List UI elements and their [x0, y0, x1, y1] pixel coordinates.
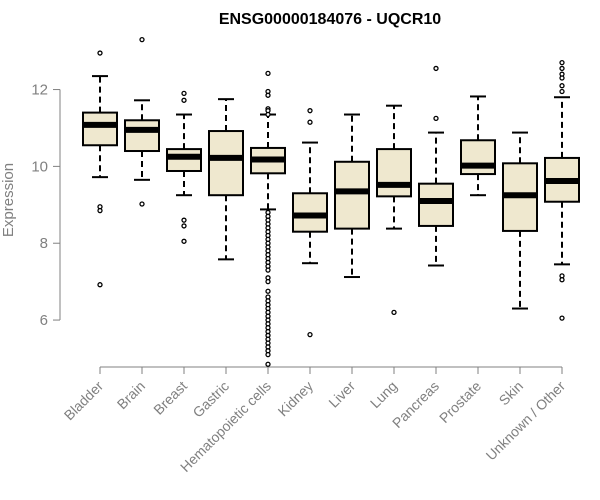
chart-title: ENSG00000184076 - UQCR10 — [219, 11, 441, 28]
iqr-box — [166, 148, 202, 172]
x-tick-label: Liver — [325, 378, 358, 411]
box-series — [82, 36, 580, 367]
x-tick-label: Prostate — [436, 378, 484, 426]
outlier-point — [97, 50, 103, 56]
y-tick-label: 6 — [40, 312, 48, 329]
box-prostate — [460, 95, 496, 197]
box-breast — [166, 90, 202, 244]
y-axis-label: Expression — [0, 163, 17, 237]
outlier-point — [559, 315, 565, 321]
x-tick-label: Brain — [114, 378, 148, 412]
box-lung — [376, 104, 412, 316]
outlier-point — [559, 88, 565, 95]
x-tick-label: Kidney — [275, 378, 317, 420]
outlier-point — [559, 75, 565, 81]
x-tick-label: Pancreas — [389, 378, 442, 431]
outlier-point — [97, 282, 103, 288]
outlier-point — [559, 65, 565, 72]
iqr-box — [418, 182, 454, 227]
outlier-point — [265, 70, 271, 77]
iqr-box — [82, 111, 118, 147]
box-kidney — [292, 108, 328, 338]
outlier-point — [139, 36, 145, 43]
iqr-box — [376, 148, 412, 198]
outlier-point — [181, 238, 187, 244]
box-skin — [502, 131, 538, 310]
outlier-point — [265, 111, 271, 118]
iqr-box — [292, 192, 328, 233]
iqr-box — [460, 139, 496, 176]
outlier-point — [559, 277, 565, 283]
outlier-point — [307, 332, 313, 338]
outlier-point — [433, 65, 439, 72]
outlier-point — [265, 278, 271, 285]
x-tick-label: Bladder — [61, 378, 107, 424]
outlier-point — [265, 267, 271, 273]
iqr-box — [208, 130, 244, 197]
box-pancreas — [418, 65, 454, 267]
outlier-point — [97, 207, 103, 214]
outlier-point — [265, 351, 271, 358]
iqr-box — [124, 119, 160, 153]
box-bladder — [82, 50, 118, 288]
outlier-point — [559, 83, 565, 89]
outlier-point — [181, 217, 187, 223]
outlier-point — [307, 108, 313, 114]
outlier-point — [265, 288, 271, 294]
box-unknown-other — [544, 60, 580, 321]
outlier-point — [307, 119, 313, 125]
box-liver — [334, 113, 370, 279]
outlier-point — [181, 97, 187, 103]
outlier-point — [139, 201, 145, 207]
y-tick-label: 12 — [31, 82, 48, 99]
outlier-point — [559, 60, 565, 66]
box-brain — [124, 36, 160, 207]
outlier-point — [433, 115, 439, 122]
x-tick-label: Breast — [150, 378, 190, 418]
y-axis: 6 8 10 12 — [31, 82, 61, 329]
outlier-point — [265, 92, 271, 98]
x-tick-label: Unknown / Other — [483, 378, 569, 464]
y-tick-label: 10 — [31, 158, 48, 175]
y-tick-label: 8 — [40, 235, 48, 252]
outlier-point — [391, 309, 397, 316]
outlier-point — [181, 223, 187, 229]
outlier-point — [181, 90, 187, 97]
x-tick-label: Skin — [496, 378, 527, 409]
x-tick-label: Lung — [367, 378, 400, 411]
box-gastric — [208, 98, 244, 261]
outlier-point — [265, 361, 271, 367]
box-hematopoietic-cells — [250, 70, 286, 367]
iqr-box — [334, 160, 370, 230]
